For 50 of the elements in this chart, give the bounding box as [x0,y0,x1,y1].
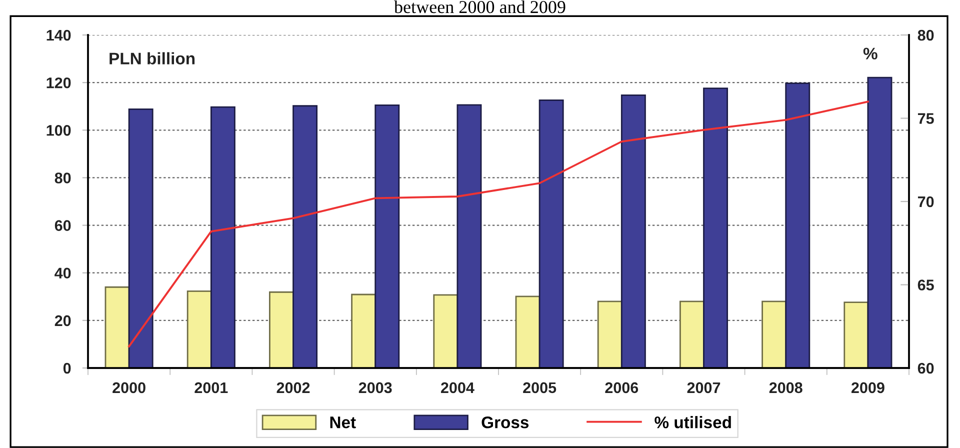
y2-axis-title: % [863,48,878,60]
bar [538,99,564,368]
bar [433,294,458,368]
y-tick-label: 40 [54,268,71,279]
x-tick-label: 2005 [523,382,556,394]
x-tick-label: 2007 [687,382,720,394]
x-tick-label: 2004 [440,382,474,394]
y2-tick-label: 65 [918,280,934,290]
y-tick-label: 140 [46,30,71,41]
y-axis-title: PLN billion [110,52,195,64]
y-tick-label: 60 [54,220,71,231]
bar [703,88,728,368]
chart-title: between 2000 and 2009 [394,0,566,14]
x-tick-label: 2009 [851,382,884,394]
bar [186,290,212,368]
bar [785,82,810,368]
x-tick-label: 2006 [605,382,638,394]
bar [351,294,376,368]
bar [597,300,622,368]
y-tick-label: 20 [54,315,71,326]
legend-label: Net [330,416,356,428]
bar [679,300,704,368]
x-tick-label: 2001 [194,382,228,394]
y-tick-label: 120 [46,77,71,88]
bar [374,104,400,368]
bar [210,106,236,368]
line-series [128,100,869,348]
bar [620,94,646,368]
y-tick-label: 0 [63,362,71,374]
bar [456,104,482,368]
bar [104,286,130,368]
bar [268,291,294,368]
x-tick-label: 2002 [276,382,310,394]
y-tick-label: 100 [46,125,71,136]
x-tick-label: 2003 [358,382,392,394]
bar [292,105,318,368]
bar [844,302,869,368]
y2-tick-label: 60 [918,362,934,374]
y2-tick-label: 75 [918,113,934,124]
bar [762,300,787,368]
y2-tick-label: 70 [918,196,934,208]
x-tick-label: 2008 [769,382,802,394]
legend-label: Gross [482,416,529,428]
bar [128,108,154,368]
y-tick-label: 80 [54,172,71,184]
x-tick-label: 2000 [112,382,146,394]
y2-tick-label: 80 [918,30,934,41]
bar [515,296,540,368]
legend-label: % utilised [654,416,731,428]
bar [867,76,892,368]
